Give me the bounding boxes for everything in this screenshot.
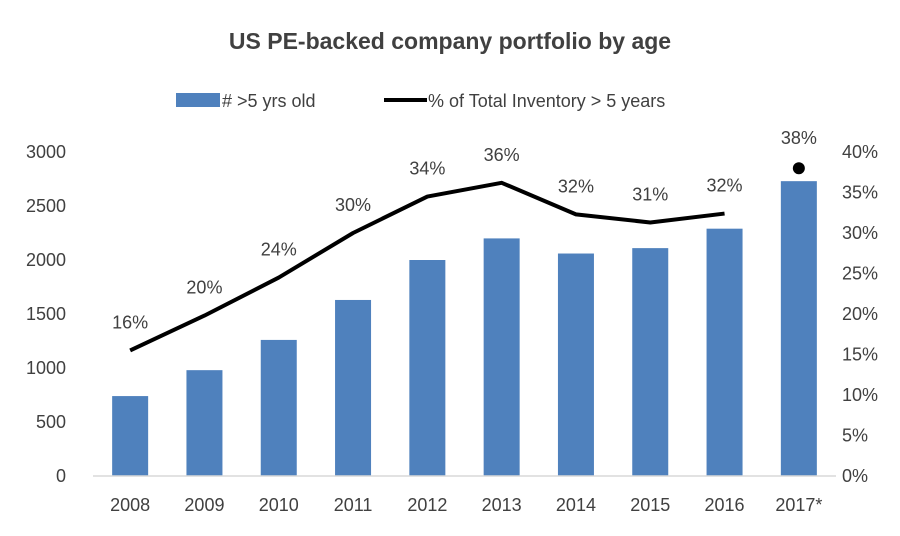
left-tick-label: 3000	[26, 142, 66, 162]
data-label: 30%	[335, 195, 371, 215]
percentage-line: 16% 20% 24% 30% 34% 36% 32% 31% 32% 38%	[112, 128, 817, 353]
x-tick-label: 2016	[705, 495, 745, 515]
left-tick-label: 1000	[26, 358, 66, 378]
right-tick-label: 20%	[842, 304, 878, 324]
line-marker	[792, 162, 805, 175]
data-label: 38%	[781, 128, 817, 148]
data-label: 32%	[558, 176, 594, 196]
data-label: 20%	[186, 278, 222, 298]
bar	[483, 238, 520, 476]
x-tick-label: 2017*	[775, 495, 822, 515]
data-label: 36%	[484, 145, 520, 165]
bar	[409, 260, 446, 476]
x-tick-label: 2013	[482, 495, 522, 515]
bars	[112, 181, 817, 476]
right-tick-label: 10%	[842, 385, 878, 405]
bar	[780, 181, 817, 476]
bar	[186, 370, 223, 476]
line-path	[129, 180, 725, 353]
right-tick-label: 40%	[842, 142, 878, 162]
x-axis: 2008 2009 2010 2011 2012 2013 2014 2015 2016 2017…	[93, 475, 836, 515]
x-tick-label: 2012	[407, 495, 447, 515]
left-tick-label: 500	[36, 412, 66, 432]
legend: # >5 yrs old % of Total Inventory > 5 ye…	[176, 91, 665, 111]
data-label: 16%	[112, 312, 148, 332]
x-tick-label: 2014	[556, 495, 596, 515]
x-tick-label: 2011	[334, 495, 373, 515]
chart-title: US PE-backed company portfolio by age	[229, 28, 671, 54]
right-axis: 0% 5% 10% 15% 20% 25% 30% 35% 40%	[842, 142, 878, 486]
legend-bar-swatch	[176, 93, 220, 107]
data-label: 24%	[261, 240, 297, 260]
right-tick-label: 35%	[842, 183, 878, 203]
data-label: 31%	[632, 184, 668, 204]
data-label: 34%	[409, 159, 445, 179]
left-tick-label: 2000	[26, 250, 66, 270]
x-tick-label: 2008	[110, 495, 150, 515]
left-tick-label: 1500	[26, 304, 66, 324]
bar	[335, 299, 372, 476]
right-tick-label: 0%	[842, 466, 868, 486]
left-tick-label: 0	[56, 466, 66, 486]
right-tick-label: 30%	[842, 223, 878, 243]
bar	[632, 248, 669, 476]
x-tick-label: 2009	[184, 495, 224, 515]
legend-bar-label: # >5 yrs old	[222, 91, 316, 111]
left-axis: 0 500 1000 1500 2000 2500 3000	[26, 142, 66, 486]
left-tick-label: 2500	[26, 196, 66, 216]
bar	[706, 228, 743, 476]
legend-line-label: % of Total Inventory > 5 years	[428, 91, 665, 111]
right-tick-label: 25%	[842, 264, 878, 284]
x-tick-label: 2015	[630, 495, 670, 515]
bar	[260, 339, 297, 476]
data-label: 32%	[707, 176, 743, 196]
right-tick-label: 5%	[842, 426, 868, 446]
right-tick-label: 15%	[842, 345, 878, 365]
bar	[112, 396, 149, 476]
bar	[557, 253, 594, 476]
x-tick-label: 2010	[259, 495, 299, 515]
